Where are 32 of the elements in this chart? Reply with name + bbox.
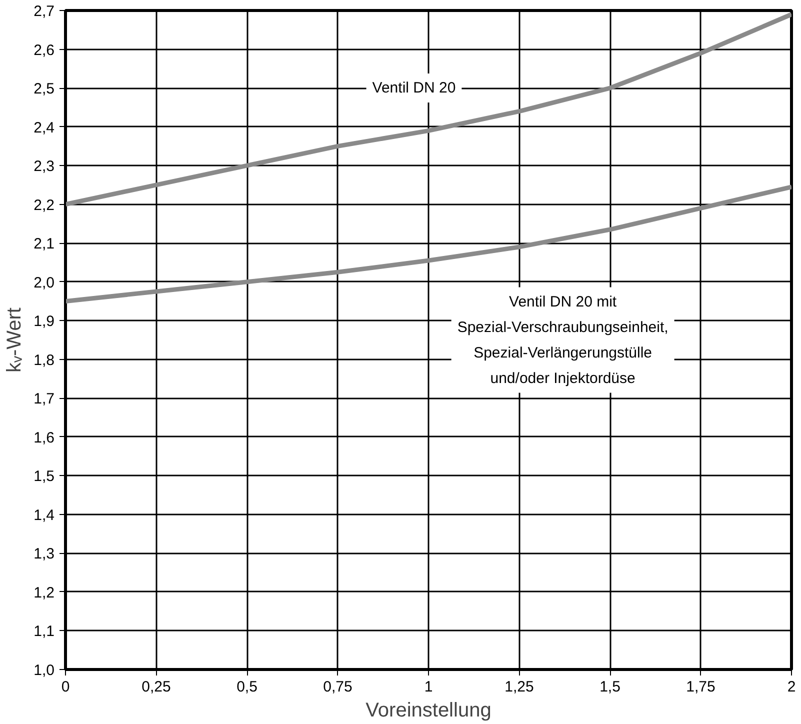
y-tick-label: 1,7 bbox=[34, 390, 55, 408]
y-tick-label: 1,5 bbox=[34, 468, 55, 486]
x-tick-label: 0,25 bbox=[142, 678, 171, 696]
y-tick-label: 2,6 bbox=[34, 42, 55, 59]
y-tick-label: 1,6 bbox=[34, 429, 55, 446]
y-tick-label: 2,1 bbox=[34, 236, 55, 253]
y-axis-title: kᵥ-Wert bbox=[4, 307, 26, 372]
y-tick-label: 2,5 bbox=[34, 80, 55, 98]
x-axis-title: Voreinstellung bbox=[366, 700, 492, 722]
y-tick-label: 2,7 bbox=[34, 3, 55, 20]
y-tick-label: 2,3 bbox=[34, 158, 55, 176]
y-tick-label: 2,4 bbox=[34, 119, 55, 136]
series-label: Ventil DN 20 bbox=[372, 80, 456, 97]
y-tick-label: 2,0 bbox=[34, 274, 55, 292]
y-tick-label: 1,8 bbox=[34, 352, 55, 369]
y-tick-label: 1,2 bbox=[34, 584, 55, 602]
y-tick-label: 2,2 bbox=[34, 196, 55, 214]
x-tick-label: 1,5 bbox=[600, 678, 620, 696]
line-series bbox=[66, 12, 792, 207]
x-tick-label: 1,75 bbox=[686, 678, 716, 696]
x-tick-label: 0,5 bbox=[236, 678, 258, 696]
x-tick-label: 1 bbox=[424, 678, 433, 696]
y-tick-label: 1,0 bbox=[34, 662, 55, 679]
x-tick-label: 2 bbox=[787, 678, 796, 696]
text: Ventil DN 20 mit Spezial-Verschraubungseinheit, Spezial-Verlängerungstülle und/oder Injektordüse bbox=[457, 293, 668, 387]
x-tick-label: 0,75 bbox=[323, 678, 352, 696]
x-tick-label: 1,25 bbox=[504, 678, 534, 696]
y-tick-label: 1,9 bbox=[34, 313, 55, 330]
x-tick-label: 0 bbox=[61, 678, 70, 696]
y-tick-label: 1,1 bbox=[34, 623, 55, 640]
y-tick-label: 1,3 bbox=[34, 546, 55, 563]
y-tick-label: 1,4 bbox=[34, 506, 55, 524]
